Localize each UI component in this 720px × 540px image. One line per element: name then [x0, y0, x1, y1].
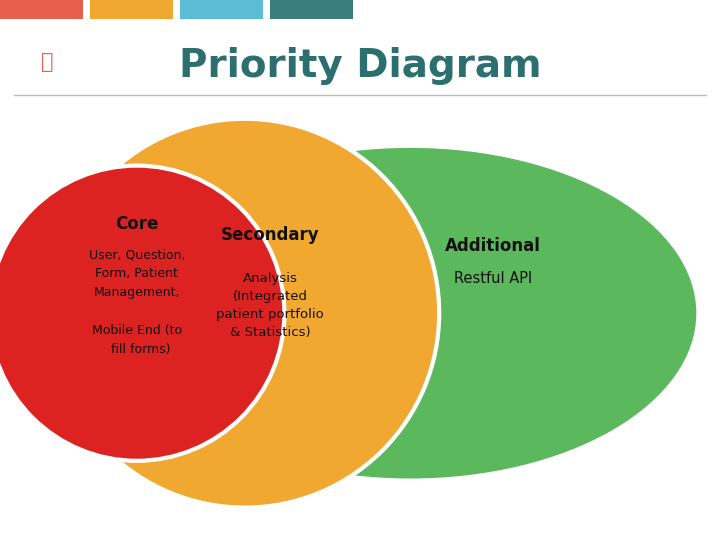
- FancyBboxPatch shape: [180, 0, 263, 19]
- Ellipse shape: [122, 146, 698, 481]
- Text: Additional: Additional: [445, 237, 541, 255]
- FancyBboxPatch shape: [0, 0, 83, 19]
- FancyBboxPatch shape: [90, 0, 173, 19]
- Text: 📖: 📖: [40, 52, 53, 72]
- Ellipse shape: [50, 119, 439, 508]
- Text: Analysis
(Integrated
patient portfolio
& Statistics): Analysis (Integrated patient portfolio &…: [216, 272, 324, 339]
- Text: Restful API: Restful API: [454, 271, 532, 286]
- Text: Core: Core: [115, 215, 158, 233]
- Text: User, Question,
Form, Patient
Management,

Mobile End (to
  fill forms): User, Question, Form, Patient Management…: [89, 248, 185, 356]
- Text: Priority Diagram: Priority Diagram: [179, 47, 541, 85]
- Text: Secondary: Secondary: [221, 226, 319, 244]
- FancyBboxPatch shape: [270, 0, 353, 19]
- Ellipse shape: [0, 166, 284, 461]
